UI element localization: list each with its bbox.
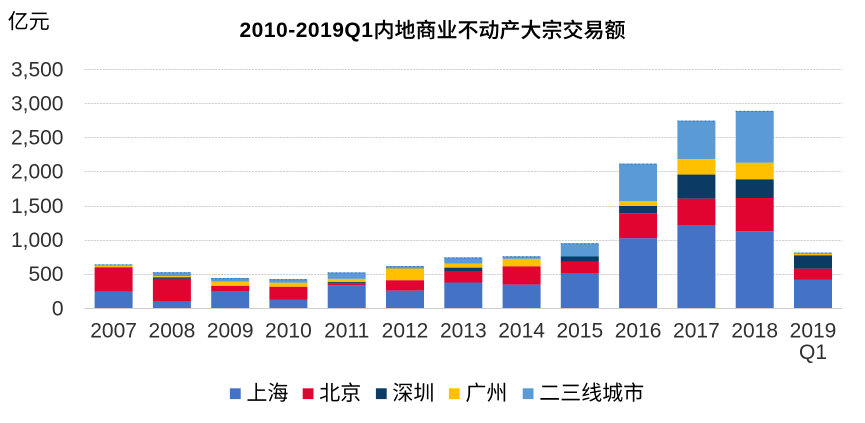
svg-text:2015: 2015 [556, 319, 603, 342]
svg-text:500: 500 [28, 263, 63, 286]
svg-text:2016: 2016 [615, 319, 662, 342]
svg-text:2,500: 2,500 [11, 127, 64, 150]
svg-text:1,000: 1,000 [11, 229, 64, 252]
svg-text:2,000: 2,000 [11, 161, 64, 184]
svg-text:1,500: 1,500 [11, 195, 64, 218]
svg-text:Q1: Q1 [799, 341, 827, 364]
svg-text:2010-2019Q1: 2010-2019Q1 [240, 19, 374, 42]
svg-text:2010: 2010 [265, 319, 312, 342]
svg-text:2012: 2012 [382, 319, 429, 342]
svg-text:3,000: 3,000 [11, 93, 64, 116]
svg-text:2008: 2008 [149, 319, 196, 342]
svg-text:2019: 2019 [790, 319, 837, 342]
svg-text:2017: 2017 [673, 319, 720, 342]
svg-text:2009: 2009 [207, 319, 254, 342]
svg-text:2014: 2014 [498, 319, 545, 342]
svg-text:2013: 2013 [440, 319, 487, 342]
svg-text:3,500: 3,500 [11, 59, 64, 82]
svg-text:2007: 2007 [90, 319, 137, 342]
svg-text:2018: 2018 [731, 319, 778, 342]
svg-text:2011: 2011 [324, 319, 369, 342]
svg-text:0: 0 [52, 297, 64, 320]
